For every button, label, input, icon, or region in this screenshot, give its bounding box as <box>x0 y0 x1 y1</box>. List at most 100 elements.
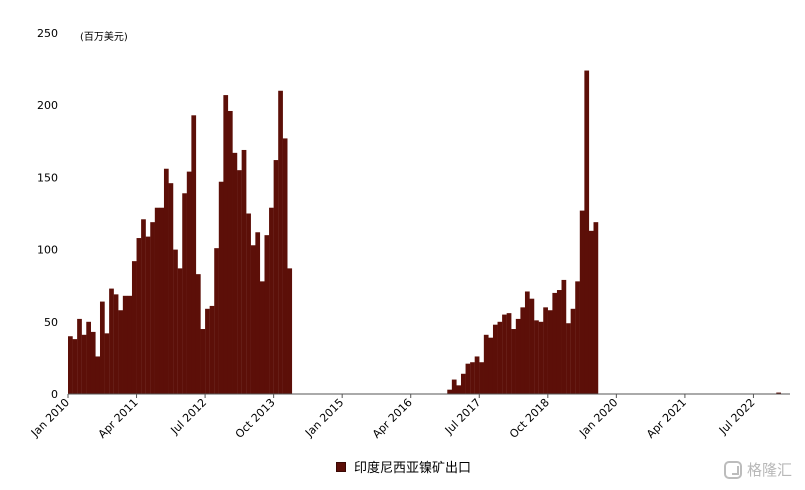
y-tick-label: 0 <box>51 388 58 401</box>
bar <box>214 248 219 394</box>
bar <box>113 294 119 394</box>
bar <box>543 307 548 394</box>
bar <box>200 329 206 394</box>
bar <box>81 334 87 394</box>
bar <box>460 373 466 394</box>
bar <box>95 356 101 394</box>
x-tick-label: Apr 2021 <box>644 396 689 441</box>
bar <box>538 321 544 394</box>
bar <box>451 379 457 394</box>
bar <box>182 193 187 394</box>
bar <box>232 152 238 394</box>
bar <box>104 333 110 394</box>
x-tick-label: Apr 2016 <box>370 396 415 441</box>
watermark: 格隆汇 <box>724 459 792 480</box>
bar <box>145 236 151 394</box>
x-axis-tick-labels: Jan 2010 Apr 2011 Jul 2012 Oct 2013 Jan 2015… <box>28 396 758 441</box>
bar <box>588 230 594 394</box>
bar <box>776 392 782 394</box>
bar <box>246 213 251 394</box>
bar <box>497 321 503 394</box>
x-tick-label: Oct 2018 <box>507 396 552 441</box>
bar <box>492 324 498 394</box>
bar <box>552 292 558 394</box>
x-tick-label: Jul 2022 <box>716 396 758 438</box>
bar <box>566 323 571 394</box>
bar <box>131 261 137 394</box>
bar <box>218 181 224 394</box>
bar <box>575 281 580 394</box>
y-tick-label: 50 <box>44 316 58 329</box>
bar <box>150 222 155 394</box>
y-tick-label: 250 <box>37 27 58 40</box>
x-tick-label: Jul 2017 <box>442 396 484 438</box>
bar <box>529 298 535 394</box>
x-tick-label: Apr 2011 <box>96 396 141 441</box>
watermark-logo-icon <box>724 460 742 479</box>
legend-swatch <box>336 461 346 472</box>
bar <box>195 274 201 394</box>
x-tick-label: Jan 2015 <box>302 396 346 440</box>
bar <box>255 232 261 394</box>
bar <box>99 301 105 394</box>
y-tick-label: 200 <box>37 99 58 112</box>
bar <box>264 235 270 394</box>
x-axis-ticks <box>67 394 754 398</box>
bar <box>141 219 146 394</box>
bar <box>579 210 585 394</box>
bar <box>77 318 82 394</box>
bar <box>593 222 599 394</box>
y-axis-tick-labels: 0 50 100 150 200 250 <box>37 27 58 401</box>
bar <box>456 385 462 394</box>
bar <box>209 305 215 394</box>
bar <box>168 183 174 394</box>
bar <box>227 110 233 394</box>
bar <box>465 363 471 394</box>
bar <box>237 170 242 394</box>
watermark-text: 格隆汇 <box>747 461 793 479</box>
bar <box>72 339 78 394</box>
y-tick-label: 150 <box>37 171 58 184</box>
x-tick-label: Jul 2012 <box>168 396 210 438</box>
bar <box>127 295 133 394</box>
bar <box>488 337 494 394</box>
bar <box>177 268 183 394</box>
bar <box>154 207 160 394</box>
bar <box>278 90 283 394</box>
bar <box>269 207 274 394</box>
bar <box>534 320 539 394</box>
bar <box>223 95 229 394</box>
bar <box>159 207 165 394</box>
bar <box>524 291 530 394</box>
bar <box>547 310 553 394</box>
bar <box>502 314 507 394</box>
bar <box>259 281 265 394</box>
bar <box>287 268 293 394</box>
bar <box>515 318 521 394</box>
bar <box>90 331 96 394</box>
bar <box>68 336 73 394</box>
bar <box>163 168 169 394</box>
bar <box>122 295 128 394</box>
bar <box>205 308 210 394</box>
bars <box>68 70 782 394</box>
bar <box>511 329 516 394</box>
bar <box>173 249 178 394</box>
bar <box>570 308 576 394</box>
bar <box>273 160 279 394</box>
legend: 印度尼西亚镍矿出口 <box>336 457 471 476</box>
bar <box>483 334 489 394</box>
bar <box>556 290 562 394</box>
bar <box>191 115 197 394</box>
bar <box>86 321 91 394</box>
bar <box>109 288 114 394</box>
bar <box>186 171 192 394</box>
bar <box>136 238 142 394</box>
bar <box>584 70 590 394</box>
x-tick-label: Jan 2020 <box>576 396 620 440</box>
bar <box>470 362 475 394</box>
x-tick-label: Jan 2010 <box>28 396 72 440</box>
bar <box>250 245 256 394</box>
bar <box>474 356 480 394</box>
